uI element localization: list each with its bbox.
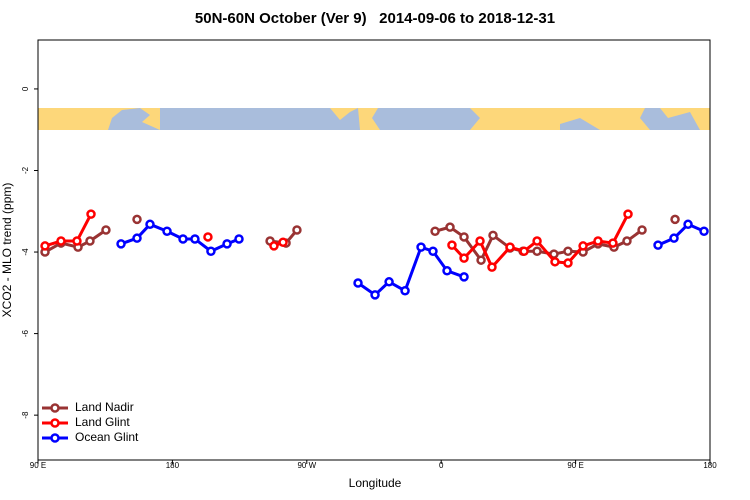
point bbox=[445, 222, 455, 232]
point bbox=[487, 262, 497, 272]
point bbox=[203, 232, 213, 242]
point bbox=[699, 226, 709, 236]
point bbox=[190, 234, 200, 244]
point bbox=[593, 236, 603, 246]
y-tick-label: -2 bbox=[21, 166, 30, 174]
point bbox=[505, 242, 515, 252]
point bbox=[428, 246, 438, 256]
point bbox=[669, 233, 679, 243]
plot-frame bbox=[37, 39, 711, 461]
x-tick-label: 180 bbox=[166, 461, 180, 470]
point bbox=[132, 233, 142, 243]
point bbox=[178, 234, 188, 244]
point bbox=[72, 236, 82, 246]
point bbox=[459, 253, 469, 263]
point bbox=[353, 278, 363, 288]
point bbox=[132, 214, 142, 225]
point bbox=[56, 236, 66, 246]
point bbox=[269, 241, 279, 251]
point bbox=[532, 236, 542, 246]
point bbox=[532, 246, 542, 256]
x-axis-label: Longitude bbox=[349, 476, 402, 490]
point bbox=[370, 290, 380, 300]
map-ocean bbox=[108, 108, 700, 130]
point bbox=[430, 226, 440, 236]
point bbox=[278, 237, 288, 248]
legend-label: Land Nadir bbox=[75, 400, 134, 414]
y-tick-label: -8 bbox=[21, 411, 30, 419]
legend-marker bbox=[50, 403, 60, 413]
point bbox=[222, 239, 232, 249]
point bbox=[623, 209, 633, 219]
point bbox=[637, 225, 647, 235]
x-tick-label: 0 bbox=[439, 461, 444, 470]
point bbox=[578, 241, 588, 251]
point bbox=[519, 246, 529, 256]
chart-title: 50N-60N October (Ver 9) 2014-09-06 to 20… bbox=[195, 10, 555, 27]
point bbox=[145, 219, 155, 230]
point bbox=[563, 246, 573, 256]
point bbox=[653, 240, 663, 250]
point bbox=[101, 225, 111, 235]
point bbox=[292, 225, 302, 235]
point bbox=[550, 257, 560, 267]
y-axis-label: XCO2 - MLO trend (ppm) bbox=[0, 183, 14, 318]
x-tick-label: 90 W bbox=[297, 461, 316, 470]
x-tick-label: 90 E bbox=[30, 461, 46, 470]
point bbox=[459, 272, 469, 282]
legend-marker bbox=[50, 418, 60, 428]
point bbox=[683, 219, 693, 230]
point bbox=[475, 236, 485, 246]
point bbox=[85, 236, 95, 246]
point bbox=[234, 234, 244, 244]
point bbox=[162, 226, 172, 236]
point bbox=[447, 240, 457, 250]
point bbox=[416, 242, 426, 252]
point bbox=[670, 214, 680, 225]
y-tick-label: 0 bbox=[21, 86, 30, 91]
point bbox=[608, 238, 618, 248]
point bbox=[442, 266, 452, 276]
point bbox=[384, 277, 394, 287]
point bbox=[488, 230, 498, 241]
x-tick-label: 180 bbox=[703, 461, 717, 470]
point bbox=[86, 209, 96, 219]
point bbox=[476, 255, 486, 265]
point bbox=[622, 236, 632, 246]
y-tick-label: -4 bbox=[21, 248, 30, 256]
legend-label: Ocean Glint bbox=[75, 430, 139, 444]
point bbox=[563, 258, 573, 268]
point bbox=[40, 241, 50, 251]
y-tick-label: -6 bbox=[21, 329, 30, 337]
legend-label: Land Glint bbox=[75, 415, 130, 429]
legend-marker bbox=[50, 433, 60, 443]
point bbox=[459, 232, 469, 242]
point bbox=[400, 286, 410, 296]
point bbox=[206, 246, 216, 256]
x-tick-label: 90 E bbox=[567, 461, 583, 470]
point bbox=[116, 239, 126, 249]
